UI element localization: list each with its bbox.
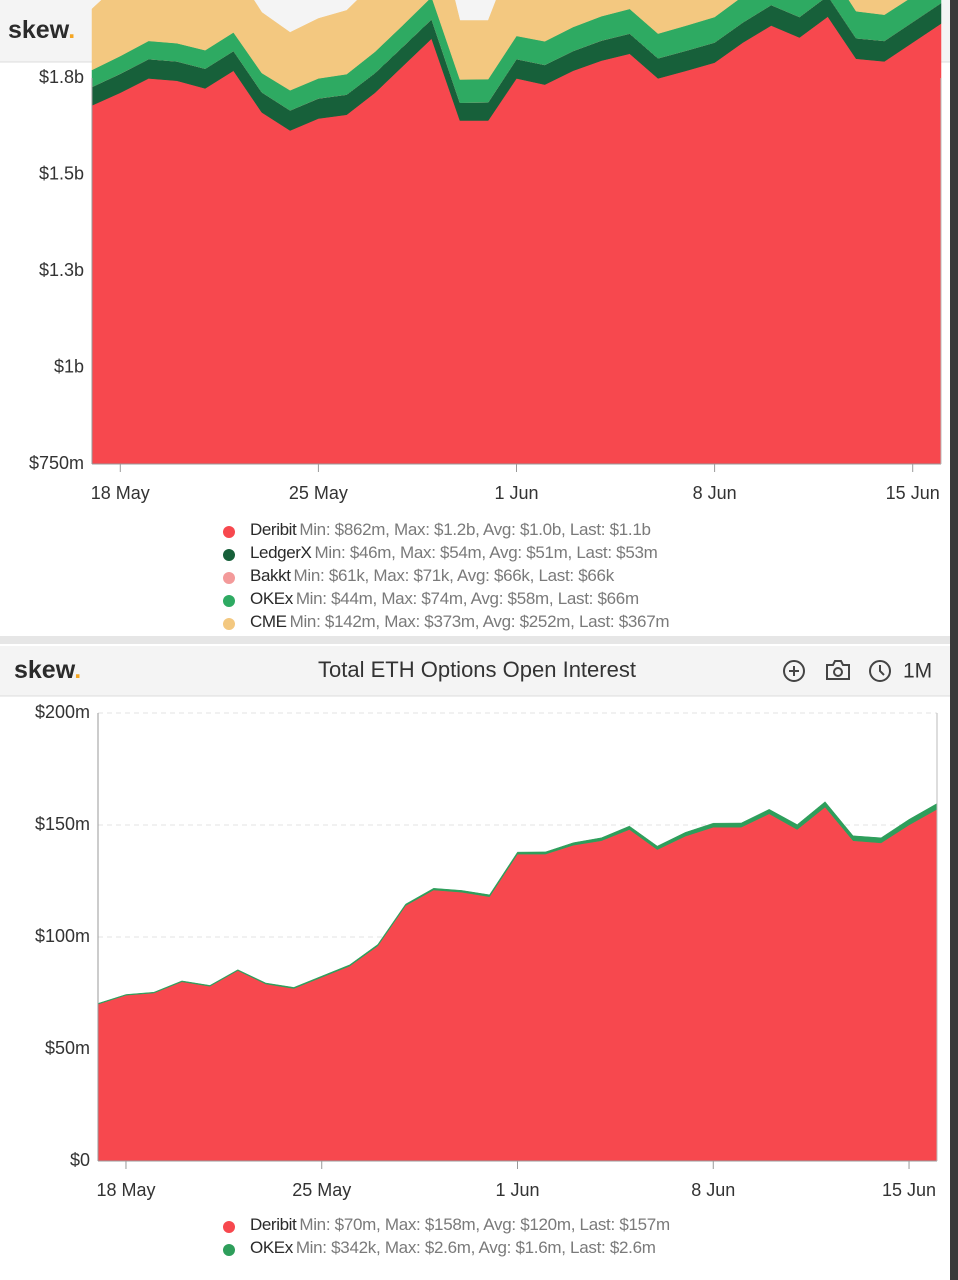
y-tick-label: $1.5b	[39, 163, 84, 183]
x-tick-label: 15 Jun	[882, 1180, 936, 1200]
y-tick-label: $1b	[54, 356, 84, 376]
legend-name: OKEx	[250, 589, 294, 608]
icon-hands	[879, 665, 885, 676]
x-tick-label: 25 May	[292, 1180, 351, 1200]
icon-lens	[833, 667, 843, 677]
area	[91, 0, 908, 91]
icon-plus	[789, 666, 799, 676]
legend-name: Deribit	[250, 520, 297, 539]
legend-entry: OKEx Min: $44m, Max: $74m, Avg: $58m, Las…	[250, 589, 639, 608]
legend-item[interactable]: Bakkt Min: $61k, Max: $71k, Avg: $66k, La…	[223, 566, 615, 585]
x-tick-label: 18 May	[96, 1180, 155, 1200]
icon-circle	[869, 660, 891, 682]
y-tick-label: $150m	[35, 814, 90, 834]
y-tick-label: $100m	[35, 926, 90, 946]
brand-name: skew	[8, 16, 70, 44]
legend-swatch	[223, 1244, 235, 1256]
legend-summary: Min: $61k, Max: $71k, Avg: $66k, Last: $…	[294, 566, 615, 585]
legend-summary: Min: $342k, Max: $2.6m, Avg: $1.6m, Last…	[296, 1238, 656, 1257]
legend-entry: CME Min: $142m, Max: $373m, Avg: $252m, L…	[250, 612, 669, 631]
legend-entry: OKEx Min: $342k, Max: $2.6m, Avg: $1.6m, …	[250, 1238, 656, 1257]
legend-item[interactable]: LedgerX Min: $46m, Max: $54m, Avg: $51m, …	[223, 543, 658, 562]
legend-swatch	[223, 572, 235, 584]
legend-summary: Min: $70m, Max: $158m, Avg: $120m, Last:…	[299, 1215, 670, 1234]
range-label[interactable]: 1M	[903, 660, 932, 683]
icon-body	[826, 660, 850, 680]
y-tick-label: $750m	[29, 453, 84, 473]
icon-circle	[783, 660, 805, 682]
y-tick-label: $0	[70, 1150, 90, 1170]
legend-entry: LedgerX Min: $46m, Max: $54m, Avg: $51m, …	[250, 543, 658, 562]
legend-summary: Min: $46m, Max: $54m, Avg: $51m, Last: $…	[314, 543, 657, 562]
brand-logo: skew.	[8, 16, 75, 44]
x-tick-label: 8 Jun	[693, 483, 737, 503]
legend-item[interactable]: Deribit Min: $70m, Max: $158m, Avg: $120m…	[223, 1215, 670, 1234]
legend-name: CME	[250, 612, 287, 631]
legend-entry: Deribit Min: $70m, Max: $158m, Avg: $120m…	[250, 1215, 670, 1234]
camera-icon[interactable]	[826, 660, 850, 680]
legend-summary: Min: $142m, Max: $373m, Avg: $252m, Last…	[290, 612, 670, 631]
x-tick-label: 8 Jun	[691, 1180, 735, 1200]
y-tick-label: $200m	[35, 702, 90, 722]
frame-edge	[950, 0, 958, 1280]
panel-gap	[0, 636, 950, 644]
x-tick-label: 18 May	[91, 483, 150, 503]
legend-swatch	[223, 549, 235, 561]
legend-summary: Min: $44m, Max: $74m, Avg: $58m, Last: $…	[296, 589, 639, 608]
legend-entry: Deribit Min: $862m, Max: $1.2b, Avg: $1.0…	[250, 520, 651, 539]
legend-entry: Bakkt Min: $61k, Max: $71k, Avg: $66k, La…	[250, 566, 615, 585]
legend-swatch	[223, 595, 235, 607]
legend-item[interactable]: CME Min: $142m, Max: $373m, Avg: $252m, L…	[223, 612, 670, 631]
legend-swatch	[223, 526, 235, 538]
chart-title: Total ETH Options Open Interest	[318, 657, 636, 682]
legend-item[interactable]: Deribit Min: $862m, Max: $1.2b, Avg: $1.0…	[223, 520, 651, 539]
legend-name: Deribit	[250, 1215, 297, 1234]
area	[91, 16, 942, 465]
brand-mark: .	[68, 16, 75, 44]
x-tick-label: 25 May	[289, 483, 348, 503]
add-icon[interactable]	[783, 660, 805, 682]
brand-name: skew	[14, 656, 76, 684]
y-tick-label: $50m	[45, 1038, 90, 1058]
legend-swatch	[223, 1221, 235, 1233]
legend-item[interactable]: OKEx Min: $342k, Max: $2.6m, Avg: $1.6m, …	[223, 1238, 656, 1257]
y-tick-label: $1.8b	[39, 67, 84, 87]
x-tick-label: 1 Jun	[495, 1180, 539, 1200]
legend-name: OKEx	[250, 1238, 294, 1257]
x-tick-label: 1 Jun	[494, 483, 538, 503]
legend-name: LedgerX	[250, 543, 312, 562]
legend-item[interactable]: OKEx Min: $44m, Max: $74m, Avg: $58m, Las…	[223, 589, 639, 608]
brand-logo: skew.	[14, 656, 81, 684]
y-tick-label: $1.3b	[39, 260, 84, 280]
legend-name: Bakkt	[250, 566, 291, 585]
x-tick-label: 15 Jun	[886, 483, 940, 503]
legend-swatch	[223, 618, 235, 630]
legend-summary: Min: $862m, Max: $1.2b, Avg: $1.0b, Last…	[299, 520, 650, 539]
range-icon[interactable]	[869, 660, 891, 682]
brand-mark: .	[74, 656, 81, 684]
